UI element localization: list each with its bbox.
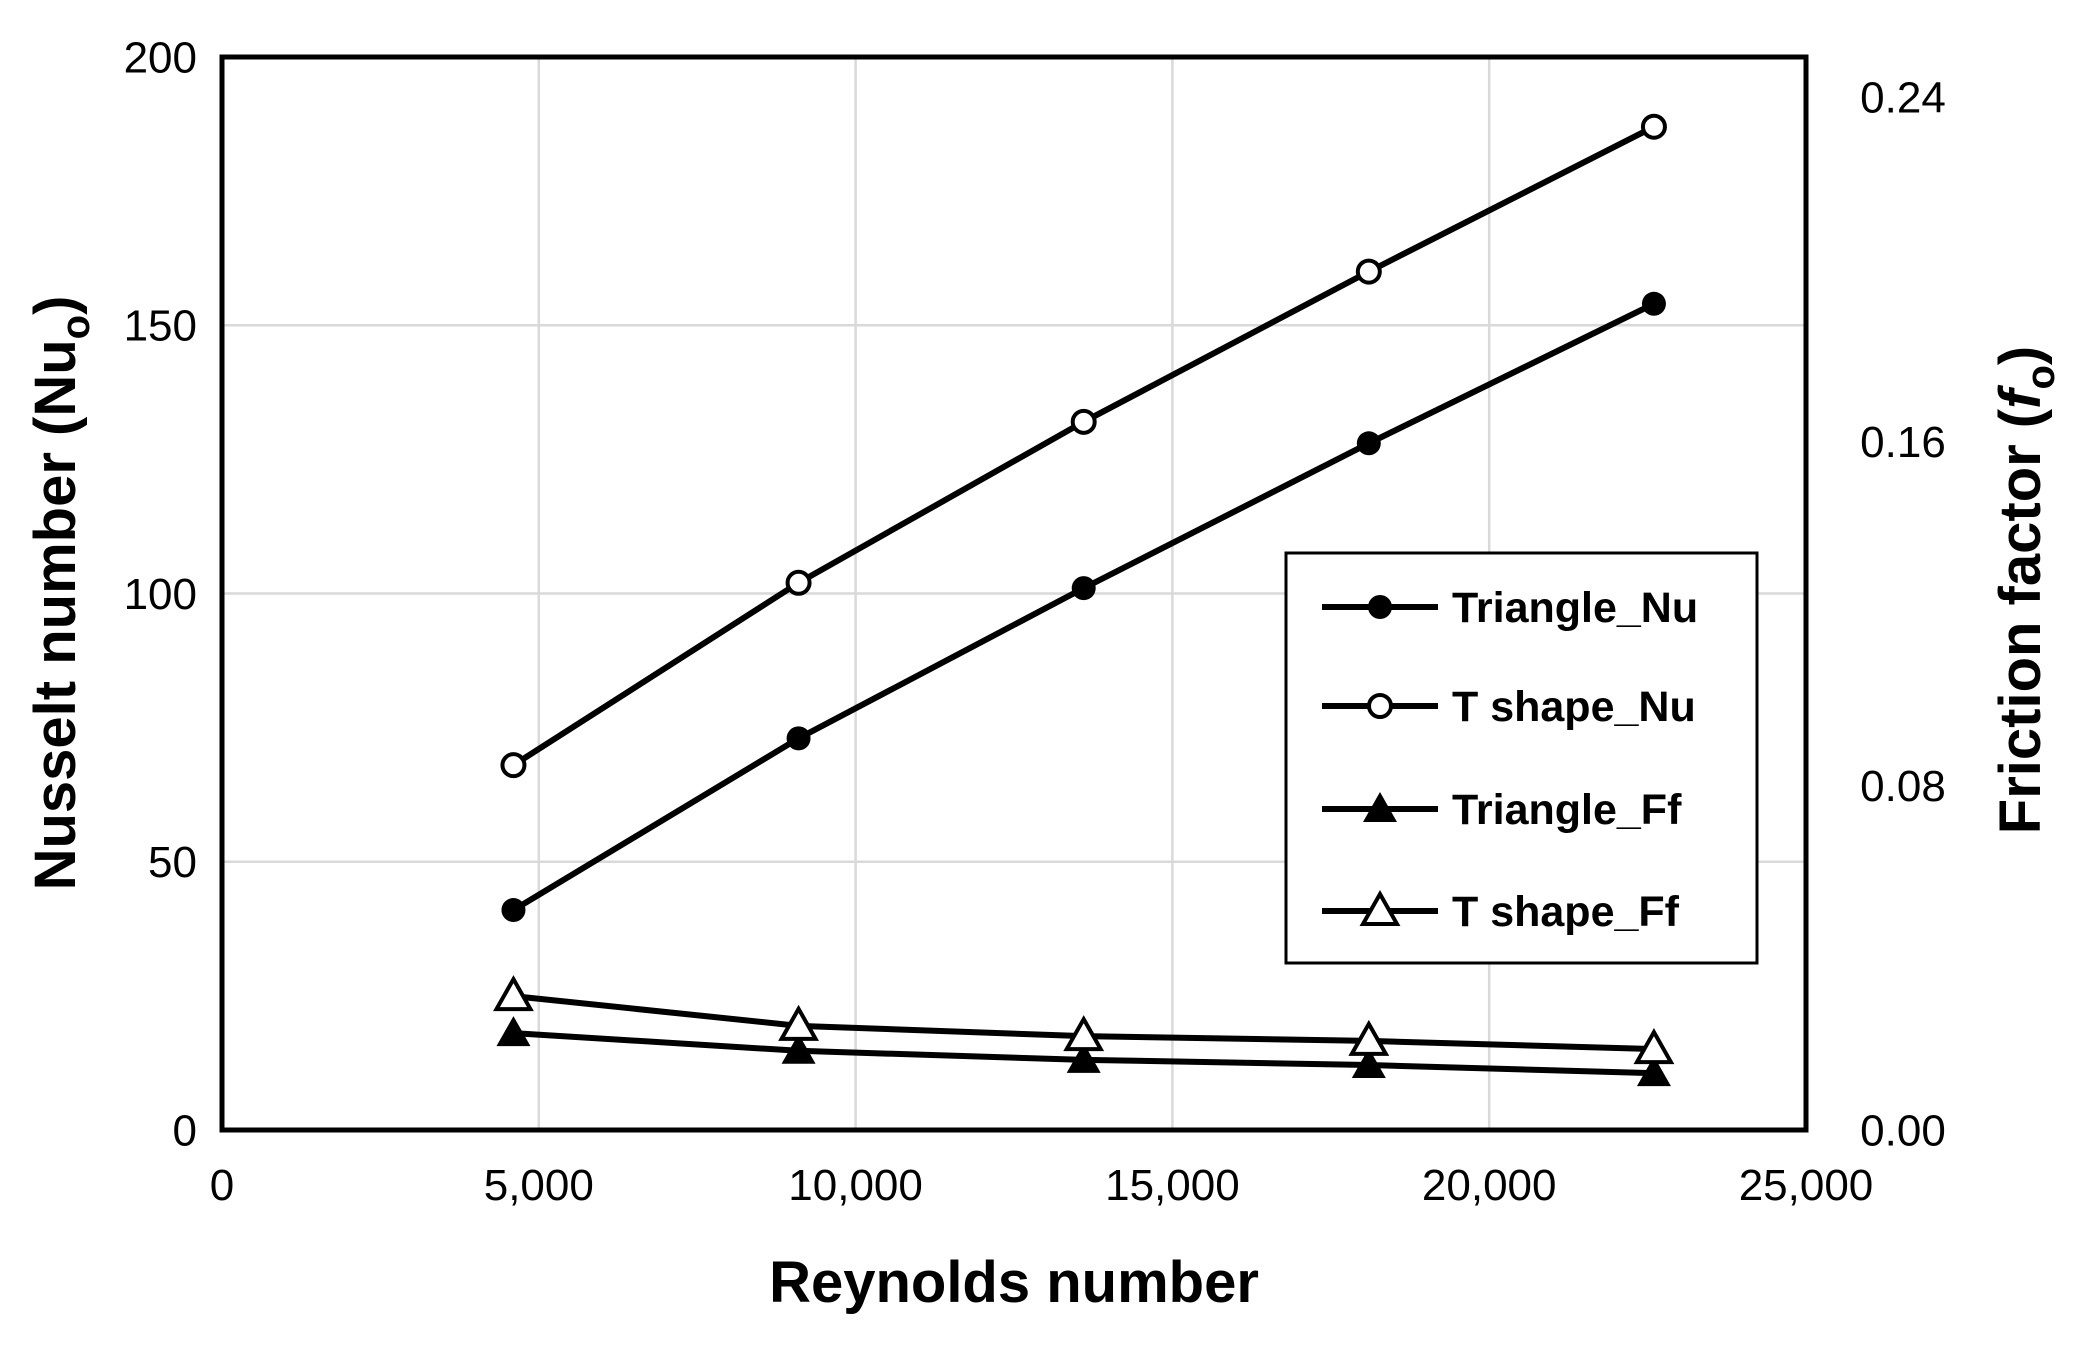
marker-T shape_Ff: [493, 975, 534, 1012]
y-left-axis-title: Nusselt number (Nuo): [23, 296, 98, 891]
marker-T shape_Nu: [1640, 113, 1667, 140]
y-left-tick-label: 50: [148, 838, 197, 887]
y-right-tick-label: 0.08: [1860, 762, 1946, 811]
x-tick-label: 20,000: [1422, 1161, 1557, 1210]
y-right-tick-label: 0.00: [1860, 1106, 1946, 1155]
marker-T shape_Nu: [785, 569, 812, 596]
y-left-tick-label: 0: [173, 1106, 197, 1155]
y-right-axis-title-text: Friction factor (: [1988, 408, 2053, 834]
gridlines: [222, 57, 1806, 1130]
legend-box: [1284, 551, 1759, 965]
marker-Triangle_Ff: [1636, 1056, 1671, 1087]
marker-Triangle_Ff: [1066, 1042, 1101, 1073]
marker-T shape_Nu: [1070, 408, 1097, 435]
marker-Triangle_Ff: [496, 1016, 531, 1047]
x-tick-label: 25,000: [1739, 1161, 1874, 1210]
series-markers: [493, 113, 1675, 1087]
legend-item-label: Triangle_Nu: [1452, 584, 1698, 632]
y-left-tick-label: 150: [124, 302, 197, 351]
y-left-tick-labels: 0 50 100 150 200: [124, 33, 197, 1155]
x-tick-label: 10,000: [788, 1161, 923, 1210]
legend-item-label: T shape_Ff: [1452, 888, 1680, 936]
plot-border: [219, 54, 1809, 1133]
marker-Triangle_Nu: [1071, 576, 1096, 601]
legend-key-marker-T shape_Nu: [1367, 693, 1393, 719]
plot-area-border: [219, 54, 1809, 1133]
x-tick-label: 15,000: [1105, 1161, 1240, 1210]
y-left-axis-title-subscript: o: [54, 315, 98, 339]
y-right-tick-label: 0.16: [1860, 418, 1946, 467]
marker-Triangle_Nu: [1641, 291, 1666, 316]
x-tick-label: 5,000: [484, 1161, 594, 1210]
x-axis-title: Reynolds number: [769, 1250, 1259, 1315]
marker-T shape_Nu: [1355, 258, 1382, 285]
marker-T shape_Ff: [1633, 1028, 1675, 1065]
marker-Triangle_Nu: [786, 726, 811, 751]
y-left-tick-label: 100: [124, 570, 197, 619]
y-left-axis-title-text: Nusselt number (Nu: [23, 339, 88, 890]
marker-Triangle_Nu: [1356, 431, 1381, 456]
y-right-tick-labels: 0.00 0.08 0.16 0.24: [1860, 73, 1946, 1155]
marker-Triangle_Nu: [501, 898, 526, 923]
y-right-axis-title-close: ): [1988, 346, 2053, 365]
marker-T shape_Ff: [1063, 1015, 1105, 1052]
legend: Triangle_Nu T shape_Nu Triangle_Ff T shape_…: [1284, 551, 1759, 965]
y-right-axis-title: Friction factor (fo): [1988, 346, 2063, 834]
y-left-axis-title-close: ): [23, 296, 88, 315]
legend-key-marker-Triangle_Ff: [1363, 792, 1397, 822]
legend-item-label: Triangle_Ff: [1452, 786, 1682, 834]
y-left-tick-label: 200: [124, 33, 197, 82]
y-right-tick-label: 0.24: [1860, 73, 1946, 122]
legend-item-label: T shape_Nu: [1452, 683, 1696, 731]
marker-Triangle_Ff: [1351, 1048, 1386, 1079]
marker-T shape_Ff: [1348, 1019, 1390, 1056]
x-axis-tick-labels: 0 5,000 10,000 15,000 20,000 25,000: [210, 1161, 1874, 1210]
x-tick-label: 0: [210, 1161, 234, 1210]
legend-key-marker-T shape_Ff: [1359, 889, 1401, 926]
marker-T shape_Nu: [500, 752, 527, 779]
legend-key-marker-Triangle_Nu: [1368, 595, 1392, 619]
marker-T shape_Ff: [778, 1004, 820, 1041]
y-right-axis-title-subscript: o: [2019, 365, 2063, 389]
marker-Triangle_Ff: [781, 1033, 816, 1064]
